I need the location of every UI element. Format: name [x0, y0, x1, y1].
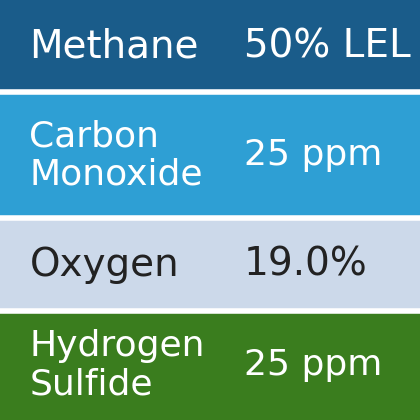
Text: 25 ppm: 25 ppm — [244, 349, 382, 382]
Text: Oxygen: Oxygen — [29, 246, 179, 284]
Text: 25 ppm: 25 ppm — [244, 139, 382, 172]
Text: Hydrogen
Sulfide: Hydrogen Sulfide — [29, 329, 205, 402]
FancyBboxPatch shape — [0, 0, 420, 92]
Text: 19.0%: 19.0% — [244, 246, 368, 284]
FancyBboxPatch shape — [0, 218, 420, 311]
Text: Carbon
Monoxide: Carbon Monoxide — [29, 119, 203, 192]
Text: 50% LEL: 50% LEL — [244, 27, 410, 65]
Text: Methane: Methane — [29, 27, 199, 65]
FancyBboxPatch shape — [0, 92, 420, 218]
FancyBboxPatch shape — [0, 311, 420, 420]
